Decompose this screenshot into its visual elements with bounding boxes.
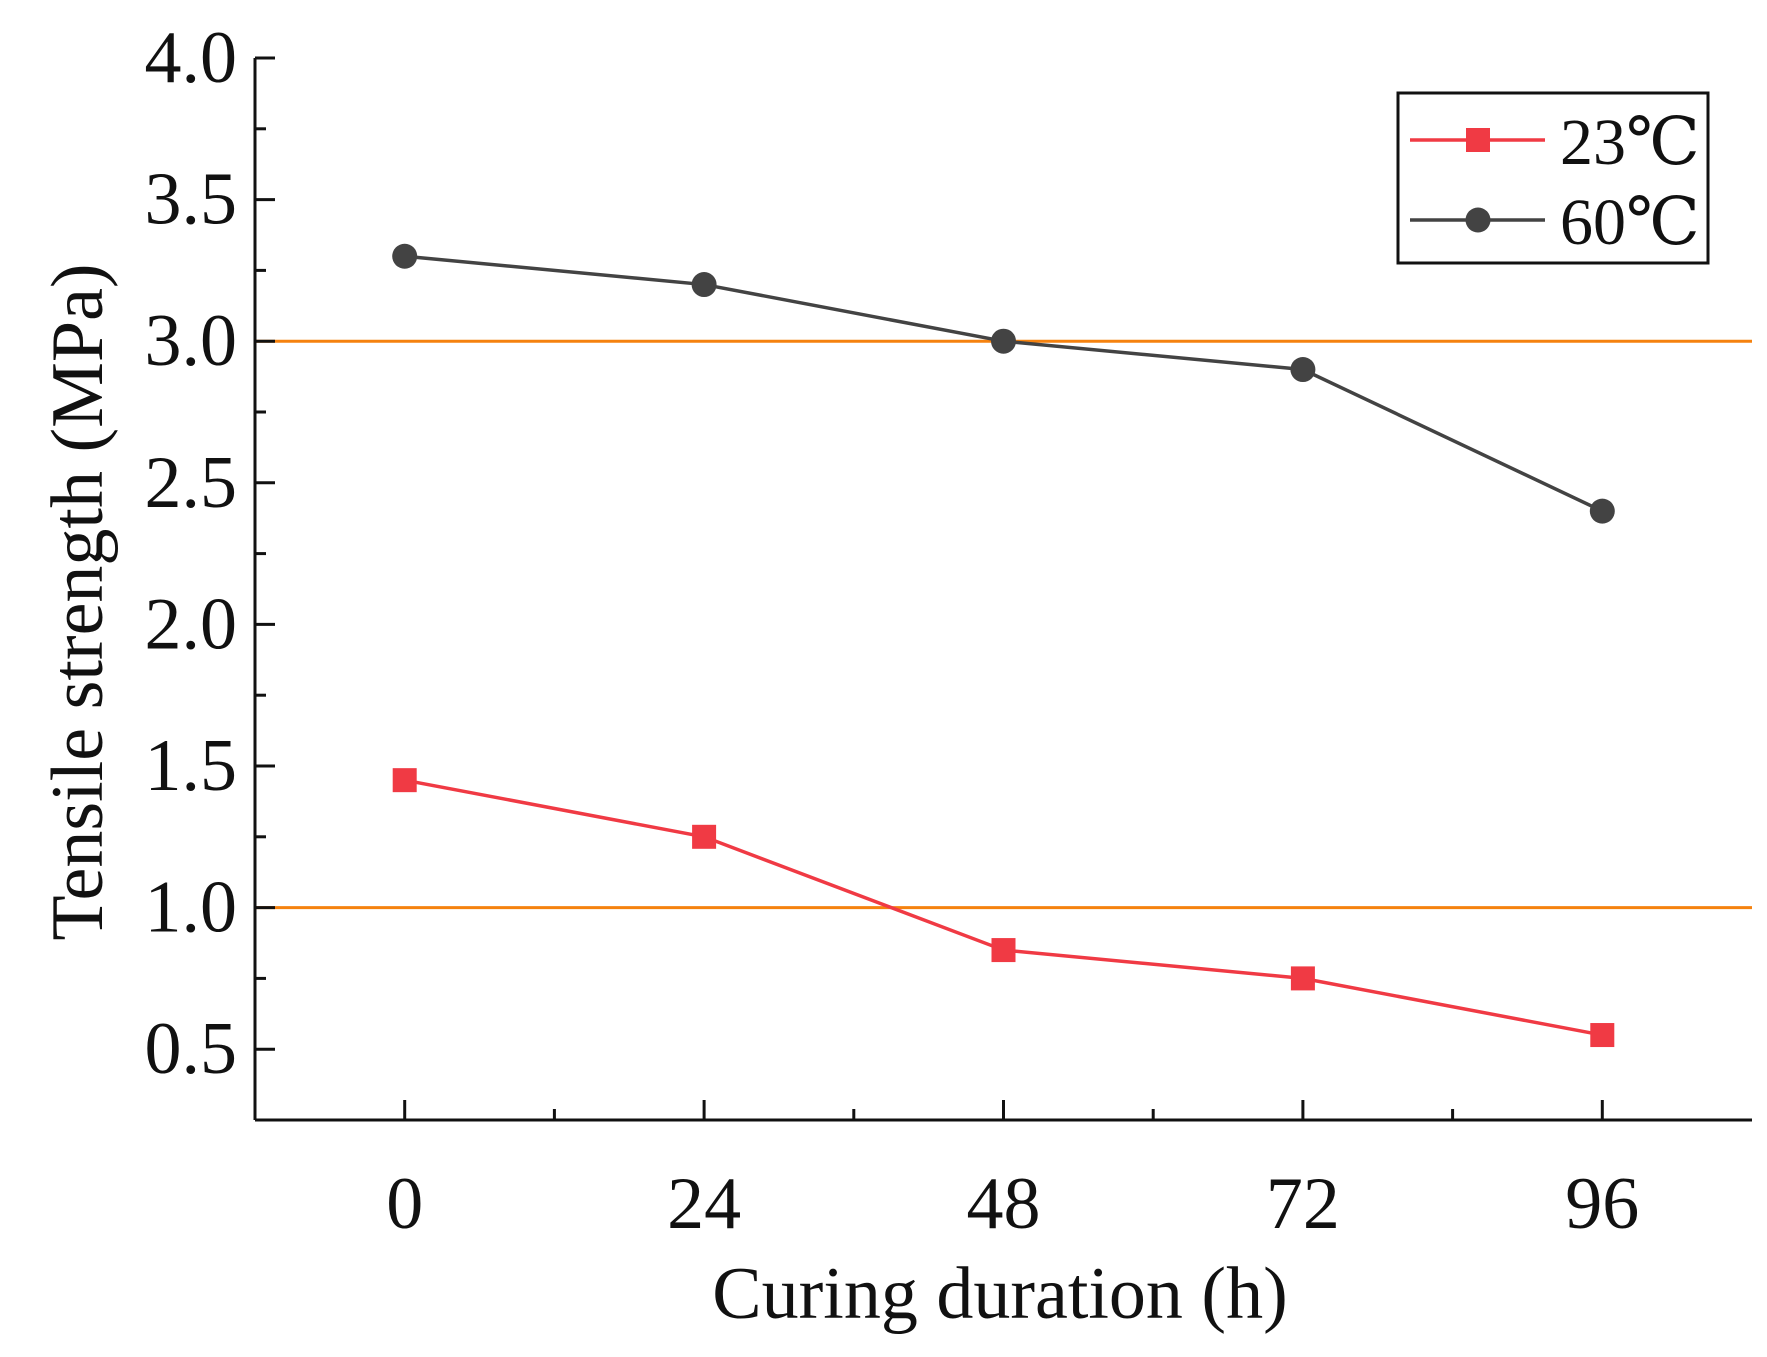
- data-point-circle: [991, 328, 1016, 354]
- data-point-circle: [1589, 498, 1615, 524]
- series-line-2: [404, 254, 1604, 513]
- legend-label-1: 23℃: [1560, 106, 1700, 179]
- data-point-circle: [392, 243, 418, 269]
- y-tick-label: 0.5: [145, 1008, 238, 1090]
- legend-marker-circle: [1465, 207, 1491, 233]
- data-point-circle: [1290, 357, 1316, 383]
- y-axis-title: Tensile strength (MPa): [37, 263, 119, 940]
- plot-layer: 0.5 1.0 1.5 2.0 2.5 3.0 3.5 4.0 0 24 48 72 96 23℃60℃: [145, 17, 1752, 1245]
- legend: 23℃60℃: [1396, 91, 1710, 265]
- y-tick-label: 1.5: [145, 725, 238, 807]
- y-tick-label: 2.0: [145, 583, 238, 665]
- y-tick-label: 1.0: [145, 867, 238, 949]
- y-tick-label: 3.0: [145, 300, 238, 382]
- legend-marker-square: [1466, 128, 1490, 152]
- data-point-square: [1290, 966, 1315, 991]
- y-tick-label: 2.5: [145, 442, 238, 524]
- x-tick-label: 24: [667, 1163, 741, 1245]
- legend-box: [1396, 91, 1710, 265]
- y-tick-label: 4.0: [145, 17, 238, 99]
- x-axis-title: Curing duration (h): [712, 1253, 1287, 1335]
- data-point-square: [692, 824, 717, 849]
- x-tick-label: 72: [1266, 1163, 1340, 1245]
- data-point-square: [991, 938, 1016, 963]
- data-point-circle: [691, 272, 717, 298]
- data-point-square: [392, 768, 417, 793]
- legend-label-2: 60℃: [1560, 186, 1700, 259]
- x-tick-label: 48: [967, 1163, 1041, 1245]
- y-tick-label: 3.5: [145, 159, 238, 241]
- x-tick-label: 0: [386, 1163, 423, 1245]
- data-point-square: [1590, 1023, 1615, 1048]
- x-tick-label: 96: [1565, 1163, 1639, 1245]
